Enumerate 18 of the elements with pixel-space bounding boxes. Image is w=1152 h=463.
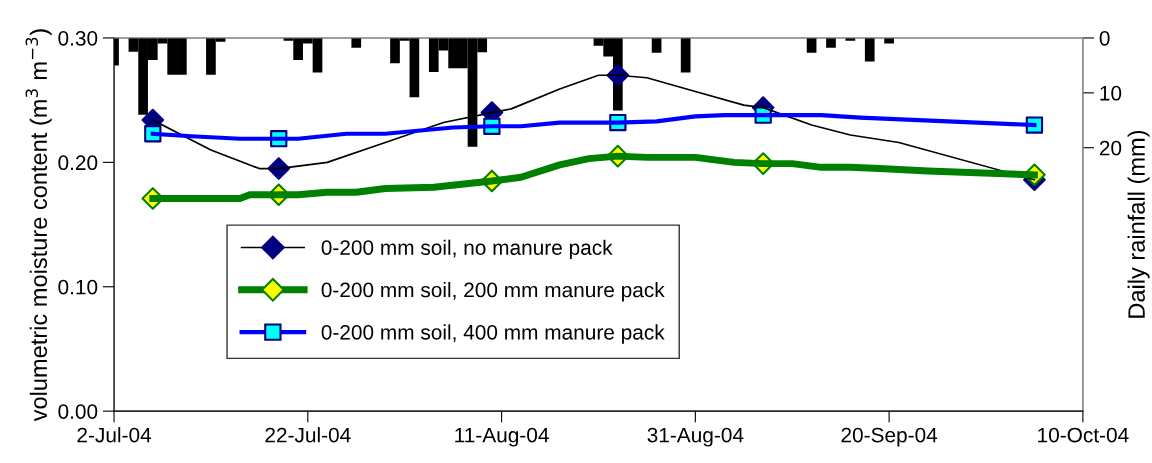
x-tick-label: 2-Jul-04 [77, 427, 152, 443]
legend-label: 0-200 mm soil, 200 mm manure pack [321, 282, 665, 302]
y2-tick-label: 0 [1099, 30, 1110, 46]
y2-axis-title: Daily rainfall (mm) [1127, 130, 1150, 318]
x-tick-label: 11-Aug-04 [455, 427, 549, 447]
y-tick-label: 0.10 [58, 279, 98, 295]
y-tick-label: 0.20 [58, 155, 98, 171]
y2-tick-label: 10 [1100, 85, 1122, 101]
x-tick-label: 10-Oct-04 [1038, 427, 1129, 443]
y-axis-title: volumetric moisture content (m$^{3}$ m$^{−3}$) [25, 29, 52, 422]
x-tick-label: 20-Sep-04 [841, 427, 938, 447]
legend-label: 0-200 mm soil, 400 mm manure pack [321, 324, 665, 344]
y-tick-label: 0.00 [58, 404, 98, 419]
legend-label: 0-200 mm soil, no manure pack [321, 239, 613, 260]
x-tick-label: 31-Aug-04 [647, 427, 744, 447]
x-tick-label: 22-Jul-04 [265, 427, 351, 443]
y-tick-label: 0.30 [58, 30, 98, 46]
y2-tick-label: 20 [1099, 140, 1122, 156]
